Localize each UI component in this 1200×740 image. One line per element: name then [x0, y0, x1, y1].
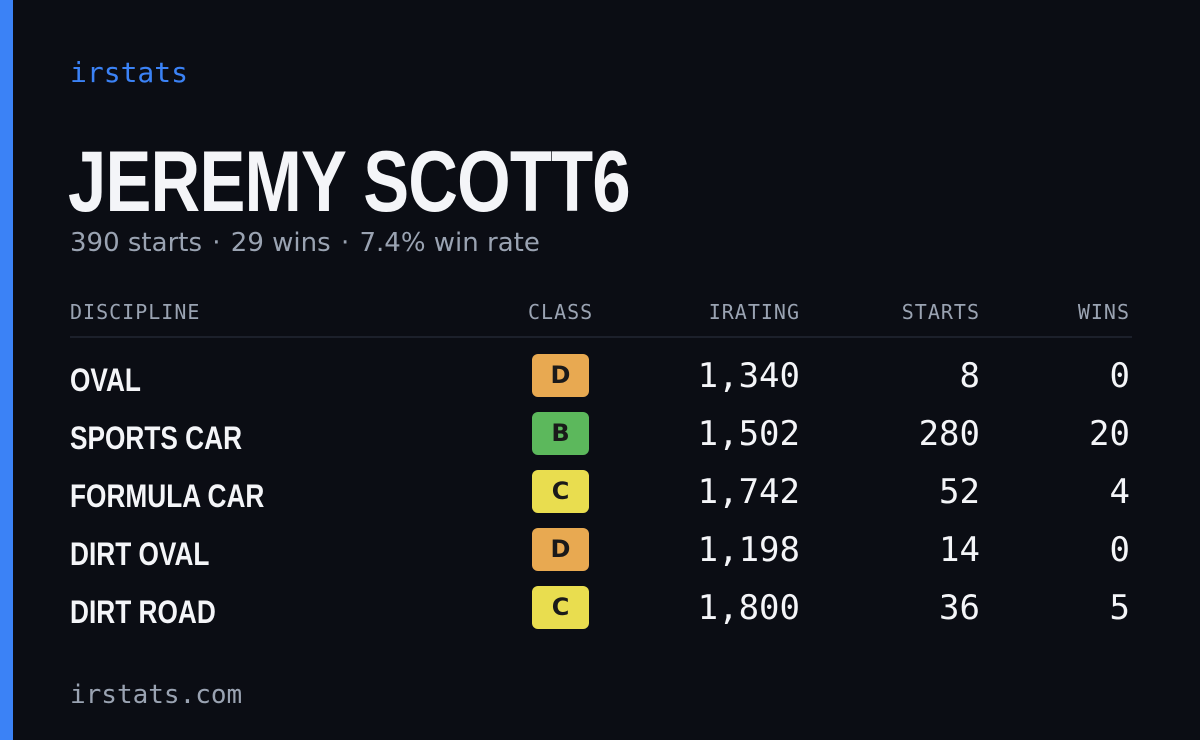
starts-summary: 390 starts	[70, 228, 202, 258]
irating-value: 1,742	[697, 472, 800, 512]
table-row: SPORTS CAR B 1,502 280 20	[70, 412, 1132, 470]
header-discipline: DISCIPLINE	[70, 300, 201, 324]
brand-logo[interactable]: irstats	[70, 56, 189, 89]
starts-value: 8	[959, 356, 980, 396]
table-row: OVAL D 1,340 8 0	[70, 354, 1132, 412]
header-irating: IRATING	[708, 300, 800, 324]
win-rate-summary: 7.4% win rate	[359, 228, 540, 258]
wins-value: 0	[1109, 530, 1130, 570]
license-class-badge: D	[532, 528, 589, 571]
table-header: DISCIPLINE CLASS IRATING STARTS WINS	[70, 296, 1132, 338]
table-row: FORMULA CAR C 1,742 52 4	[70, 470, 1132, 528]
discipline-stats-table: DISCIPLINE CLASS IRATING STARTS WINS OVA…	[70, 296, 1132, 644]
license-class-badge: B	[532, 412, 589, 455]
separator: ·	[340, 228, 350, 258]
driver-name: JEREMY SCOTT6	[68, 134, 631, 230]
starts-value: 280	[918, 414, 980, 454]
license-class-badge: D	[532, 354, 589, 397]
header-wins: WINS	[1077, 300, 1130, 324]
table-body: OVAL D 1,340 8 0 SPORTS CAR B 1,502 280 20 FORMULA…	[70, 354, 1132, 644]
footer-url[interactable]: irstats.com	[70, 680, 243, 710]
discipline-name: DIRT ROAD	[70, 594, 216, 630]
wins-summary: 29 wins	[230, 228, 331, 258]
discipline-name: OVAL	[70, 362, 141, 398]
header-starts: STARTS	[901, 300, 980, 324]
discipline-name: SPORTS CAR	[70, 420, 243, 456]
irating-value: 1,502	[697, 414, 800, 454]
accent-bar	[0, 0, 13, 740]
discipline-name: FORMULA CAR	[70, 478, 265, 514]
separator: ·	[212, 228, 221, 258]
wins-value: 5	[1109, 588, 1130, 628]
irating-value: 1,340	[697, 356, 800, 396]
wins-value: 20	[1089, 414, 1130, 454]
discipline-name: DIRT OVAL	[70, 536, 210, 572]
license-class-badge: C	[532, 586, 589, 629]
table-row: DIRT OVAL D 1,198 14 0	[70, 528, 1132, 586]
irating-value: 1,800	[697, 588, 800, 628]
driver-summary: 390 starts · 29 wins · 7.4% win rate	[70, 228, 540, 258]
header-class: CLASS	[528, 300, 594, 324]
starts-value: 36	[939, 588, 980, 628]
starts-value: 14	[939, 530, 980, 570]
license-class-badge: C	[532, 470, 589, 513]
irating-value: 1,198	[697, 530, 800, 570]
wins-value: 4	[1109, 472, 1130, 512]
wins-value: 0	[1109, 356, 1130, 396]
table-row: DIRT ROAD C 1,800 36 5	[70, 586, 1132, 644]
starts-value: 52	[939, 472, 980, 512]
